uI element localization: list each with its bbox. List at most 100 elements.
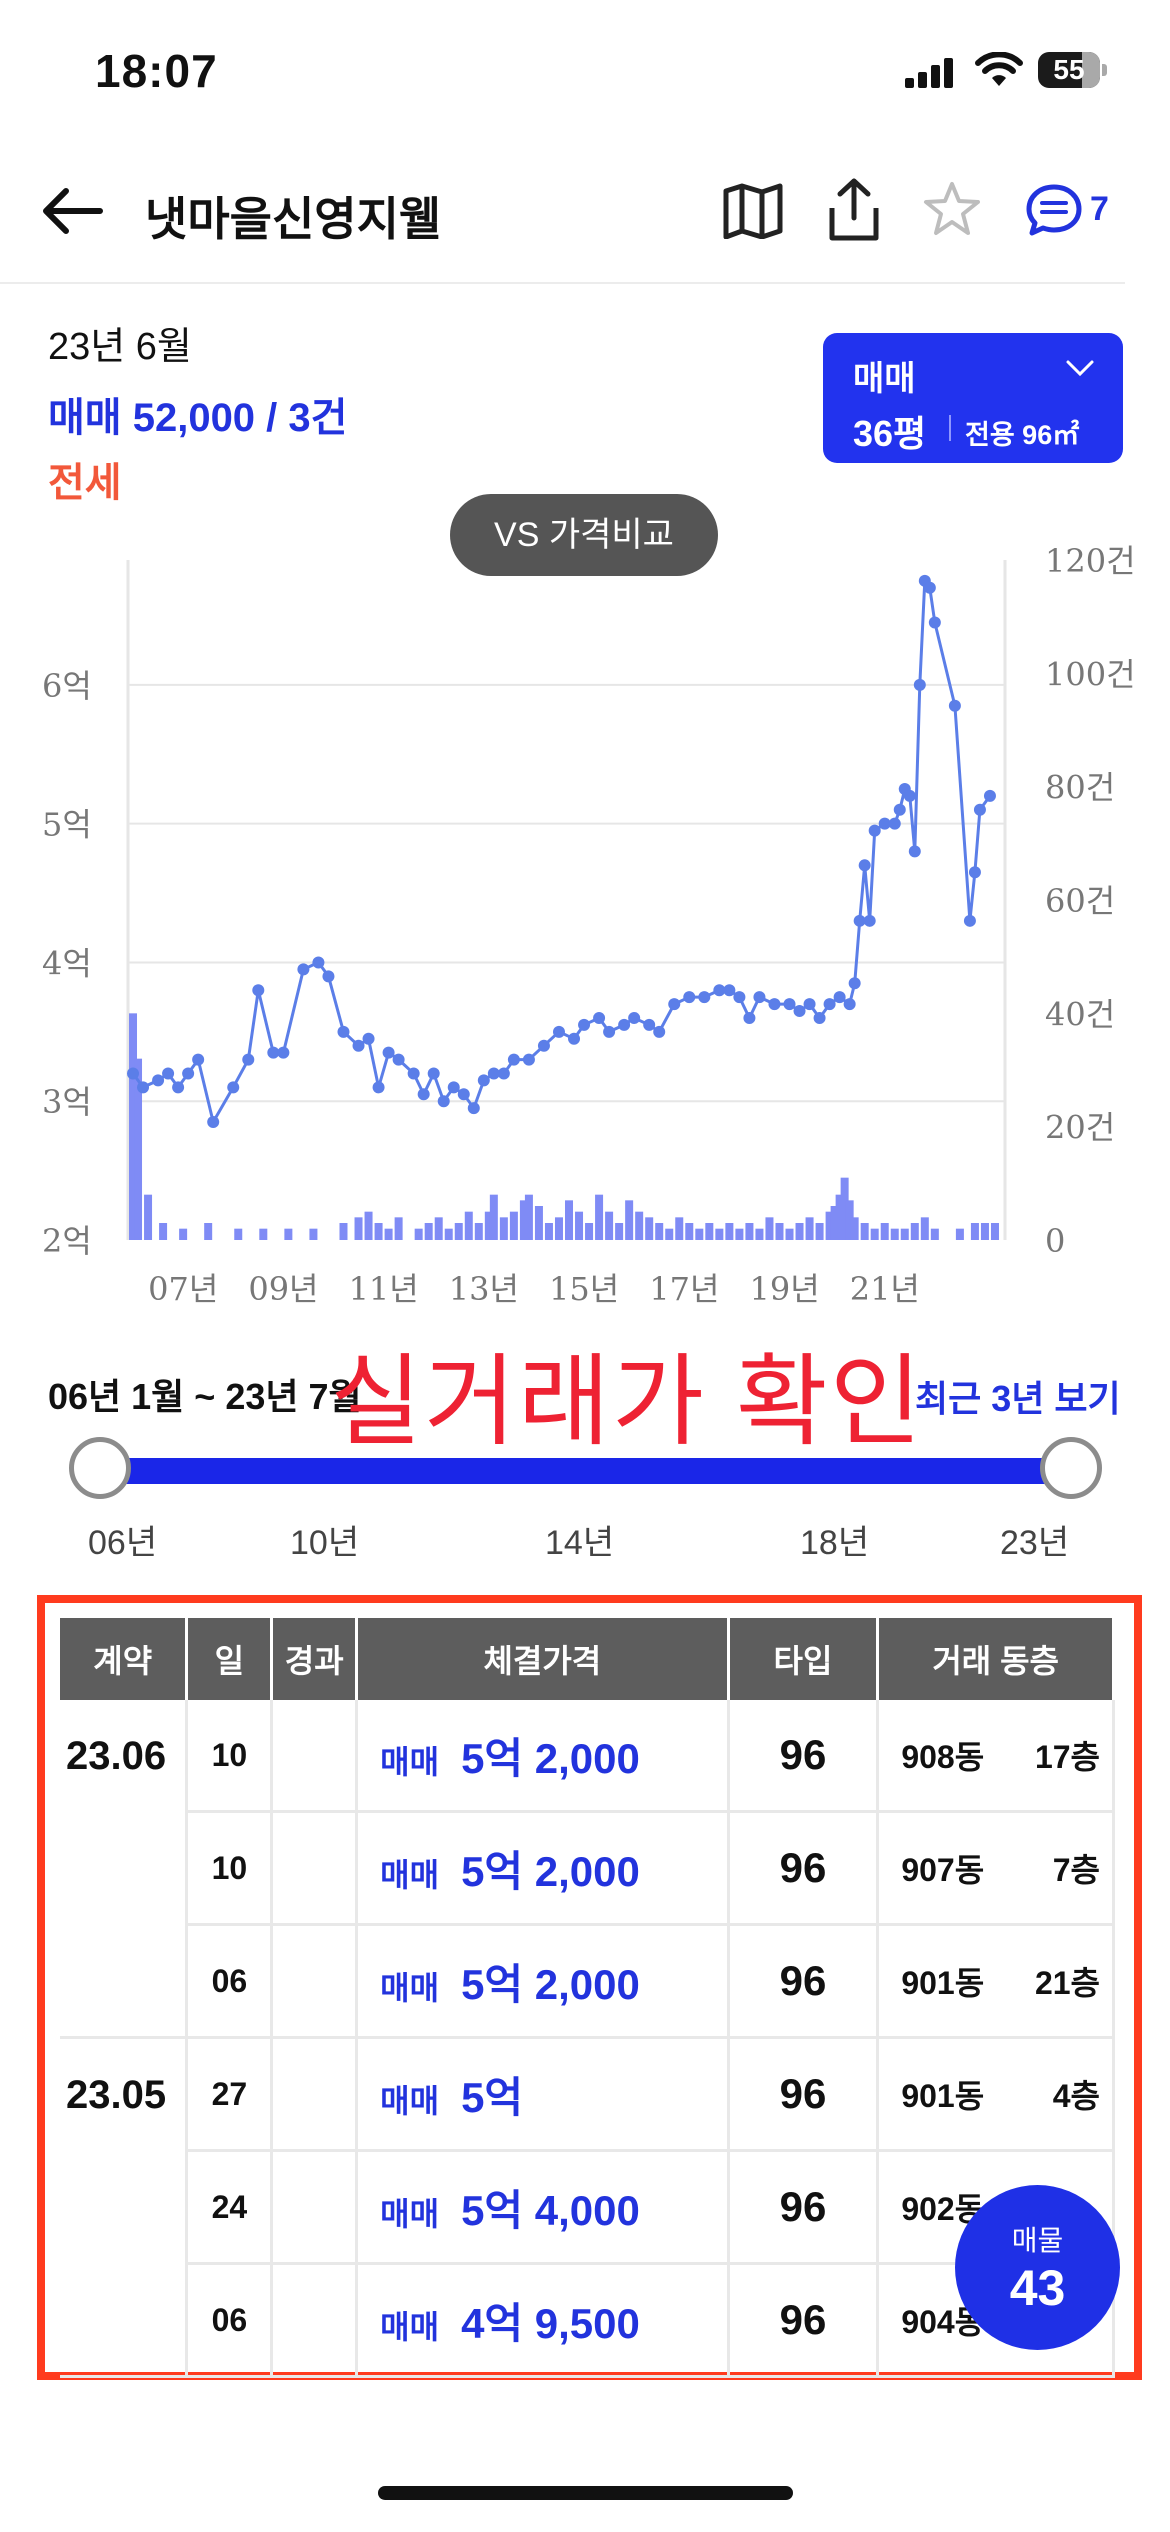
share-icon[interactable] <box>826 178 882 242</box>
chart-left-tick: 5억 <box>42 806 92 844</box>
table-row[interactable]: 23.05 27 매매 5억 96 901동 4층 <box>60 2037 1115 2378</box>
table-row[interactable]: 06 매매 5억 2,000 96 901동 21층 <box>60 1924 1115 2039</box>
back-arrow-icon[interactable] <box>38 185 104 237</box>
volume-bar <box>860 1223 869 1240</box>
volume-bar <box>464 1211 473 1240</box>
price-point <box>267 1046 280 1059</box>
price-point <box>277 1046 290 1059</box>
fab-label: 매물 <box>1011 2225 1064 2256</box>
chart-right-tick: 100건 <box>1045 655 1136 693</box>
range-tick: 14년 <box>545 1524 615 1562</box>
price-point <box>242 1053 255 1066</box>
price-point <box>868 824 881 837</box>
volume-bar <box>129 1013 138 1240</box>
deal-type: 매매 <box>380 1856 440 1893</box>
volume-bar <box>805 1217 814 1240</box>
volume-bar <box>259 1228 268 1240</box>
chart-right-tick: 20건 <box>1045 1109 1115 1147</box>
dong-value: 901동 <box>901 1965 985 2001</box>
chart-x-tick: 15년 <box>549 1270 619 1308</box>
deal-type: 매매 <box>380 2082 440 2119</box>
dong-floor-cell: 908동 17층 <box>877 1700 1115 1813</box>
table-row[interactable]: 24 매매 5억 4,000 96 902동 <box>60 2150 1115 2265</box>
chart-x-tick: 07년 <box>148 1270 218 1308</box>
volume-bar <box>990 1223 999 1240</box>
recent-3-years-link[interactable]: 최근 3년 보기 <box>915 1378 1121 1419</box>
price-point <box>497 1067 510 1080</box>
price-point <box>743 1011 756 1024</box>
price-point <box>407 1067 420 1080</box>
table-row[interactable]: 23.06 10 매매 5억 2,000 96 908동 17층 <box>60 1700 1115 2039</box>
volume-bar <box>695 1228 704 1240</box>
price-point <box>447 1081 460 1094</box>
elapsed-cell <box>271 2150 359 2265</box>
volume-bar <box>655 1223 664 1240</box>
price-point <box>152 1074 165 1087</box>
chart-x-tick: 21년 <box>850 1270 920 1308</box>
chart-left-tick: 6억 <box>42 667 92 705</box>
range-slider-track[interactable] <box>100 1458 1070 1484</box>
volume-bar <box>775 1223 784 1240</box>
chart-x-tick: 17년 <box>649 1270 719 1308</box>
price-point <box>127 1067 140 1080</box>
range-slider-start-handle[interactable] <box>69 1437 131 1499</box>
table-row[interactable]: 10 매매 5억 2,000 96 907동 7층 <box>60 1811 1115 1926</box>
jeonse-label[interactable]: 전세 <box>48 461 122 505</box>
price-point <box>928 616 941 629</box>
price-point <box>893 803 906 816</box>
volume-bar <box>930 1228 939 1240</box>
volume-bar <box>179 1228 188 1240</box>
price-value: 4억 9,500 <box>461 2299 640 2347</box>
range-slider-end-handle[interactable] <box>1040 1437 1102 1499</box>
chevron-down-icon <box>1066 360 1094 377</box>
fab-count: 43 <box>1009 2260 1066 2316</box>
dong-floor-cell: 901동 21층 <box>877 1924 1115 2039</box>
type-value: 96 <box>728 2150 880 2265</box>
vs-compare-button[interactable]: VS 가격비교 <box>450 494 718 576</box>
volume-bar <box>625 1200 634 1240</box>
price-point <box>753 991 766 1004</box>
type-selector[interactable]: 매매 36평 전용 96㎡ <box>823 333 1123 463</box>
volume-bar <box>434 1217 443 1240</box>
col-dong-floor: 거래 동층 <box>877 1618 1115 1700</box>
chart-x-tick: 11년 <box>349 1270 419 1308</box>
star-icon[interactable] <box>922 180 982 238</box>
volume-bar <box>134 1058 143 1240</box>
price-point <box>172 1081 185 1094</box>
volume-bar <box>484 1211 493 1240</box>
volume-bar <box>795 1223 804 1240</box>
volume-bar <box>745 1223 754 1240</box>
dong-floor-cell: 907동 7층 <box>877 1811 1115 1926</box>
chat-icon[interactable] <box>1025 183 1083 237</box>
elapsed-cell <box>271 1811 359 1926</box>
volume-bar <box>825 1211 834 1240</box>
volume-bar <box>870 1228 879 1240</box>
type-value: 96 <box>728 1924 880 2039</box>
cellular-signal-icon <box>905 58 953 88</box>
price-chart[interactable]: 2억 3억 4억 5억 6억 0 20건 40건 60건 80건 100건 120건 07년 09년 11년… <box>0 540 1170 1320</box>
volume-bar <box>595 1194 604 1240</box>
trade-day: 24 <box>186 2150 274 2265</box>
chart-right-tick: 0 <box>1045 1222 1065 1260</box>
range-label: 06년 1월 ~ 23년 7월 <box>48 1376 362 1417</box>
price-cell: 매매 4억 9,500 <box>356 2263 730 2378</box>
listings-fab[interactable]: 매물 43 <box>955 2185 1120 2350</box>
volume-bar <box>554 1217 563 1240</box>
price-point <box>858 859 871 872</box>
deal-type: 매매 <box>380 1969 440 2006</box>
volume-bar <box>715 1228 724 1240</box>
volume-bar <box>725 1223 734 1240</box>
price-point <box>552 1025 565 1038</box>
volume-bar <box>509 1211 518 1240</box>
price-point <box>137 1081 150 1094</box>
volume-bar <box>284 1228 293 1240</box>
chart-right-tick: 40건 <box>1045 995 1115 1033</box>
volume-bar <box>635 1211 644 1240</box>
comment-count: 7 <box>1090 190 1109 228</box>
chart-right-tick: 60건 <box>1045 882 1115 920</box>
elapsed-cell <box>271 2263 359 2378</box>
volume-bar <box>354 1217 363 1240</box>
price-point <box>578 1018 591 1031</box>
chart-x-tick: 09년 <box>248 1270 318 1308</box>
map-icon[interactable] <box>722 183 784 239</box>
